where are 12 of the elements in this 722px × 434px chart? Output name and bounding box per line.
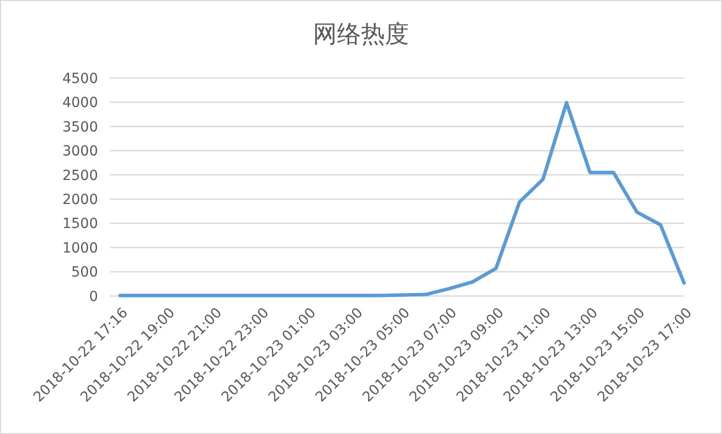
y-tick-label: 4000 <box>62 95 98 112</box>
y-tick-label: 1000 <box>62 240 98 256</box>
y-tick-label: 4500 <box>62 70 98 87</box>
y-tick-label: 2500 <box>62 168 98 184</box>
chart-title: 网络热度 <box>313 20 409 48</box>
y-tick-label: 1500 <box>62 216 98 232</box>
line-series <box>118 100 686 298</box>
y-tick-label: 2000 <box>62 192 98 208</box>
y-tick-label: 0 <box>89 288 98 305</box>
y-tick-label: 3500 <box>62 119 98 136</box>
y-tick-label: 500 <box>71 264 98 281</box>
y-tick-label: 3000 <box>62 144 98 160</box>
